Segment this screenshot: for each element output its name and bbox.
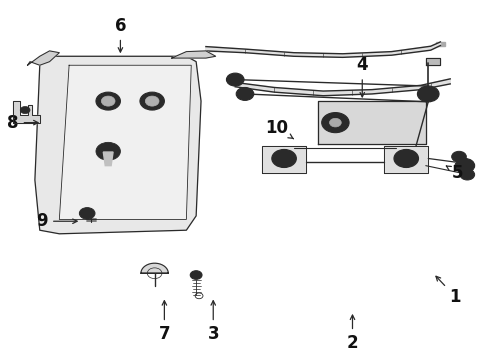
Circle shape	[401, 155, 411, 162]
Circle shape	[236, 87, 254, 100]
Circle shape	[423, 90, 433, 98]
Polygon shape	[206, 46, 216, 51]
Text: 3: 3	[207, 301, 219, 343]
Text: 8: 8	[7, 114, 38, 132]
Polygon shape	[262, 146, 306, 173]
Circle shape	[455, 158, 475, 173]
Text: 5: 5	[446, 164, 464, 182]
Circle shape	[79, 208, 95, 219]
Circle shape	[20, 107, 30, 114]
Circle shape	[146, 96, 159, 106]
Polygon shape	[384, 146, 428, 173]
Circle shape	[394, 149, 418, 167]
Text: 2: 2	[347, 315, 358, 352]
Polygon shape	[103, 152, 113, 166]
Text: 7: 7	[159, 301, 170, 343]
Polygon shape	[13, 101, 40, 123]
Polygon shape	[206, 42, 441, 57]
Circle shape	[190, 271, 202, 279]
Circle shape	[226, 73, 244, 86]
Text: 9: 9	[36, 212, 77, 230]
Text: 4: 4	[356, 56, 368, 97]
Polygon shape	[235, 79, 450, 96]
Polygon shape	[35, 56, 201, 234]
Text: 6: 6	[115, 17, 126, 52]
Circle shape	[460, 169, 475, 180]
Polygon shape	[436, 41, 445, 46]
Polygon shape	[141, 263, 168, 273]
Circle shape	[452, 151, 466, 162]
Circle shape	[417, 86, 439, 102]
Circle shape	[322, 113, 349, 133]
Circle shape	[101, 96, 115, 106]
Circle shape	[272, 149, 296, 167]
Circle shape	[96, 142, 121, 160]
Polygon shape	[426, 58, 441, 65]
Circle shape	[279, 155, 289, 162]
Circle shape	[96, 92, 121, 110]
Polygon shape	[59, 65, 191, 220]
Circle shape	[330, 118, 341, 127]
Polygon shape	[318, 101, 426, 144]
Polygon shape	[172, 51, 216, 58]
Circle shape	[140, 92, 164, 110]
Text: 1: 1	[436, 276, 461, 306]
Polygon shape	[27, 51, 59, 65]
Text: 10: 10	[265, 119, 294, 139]
